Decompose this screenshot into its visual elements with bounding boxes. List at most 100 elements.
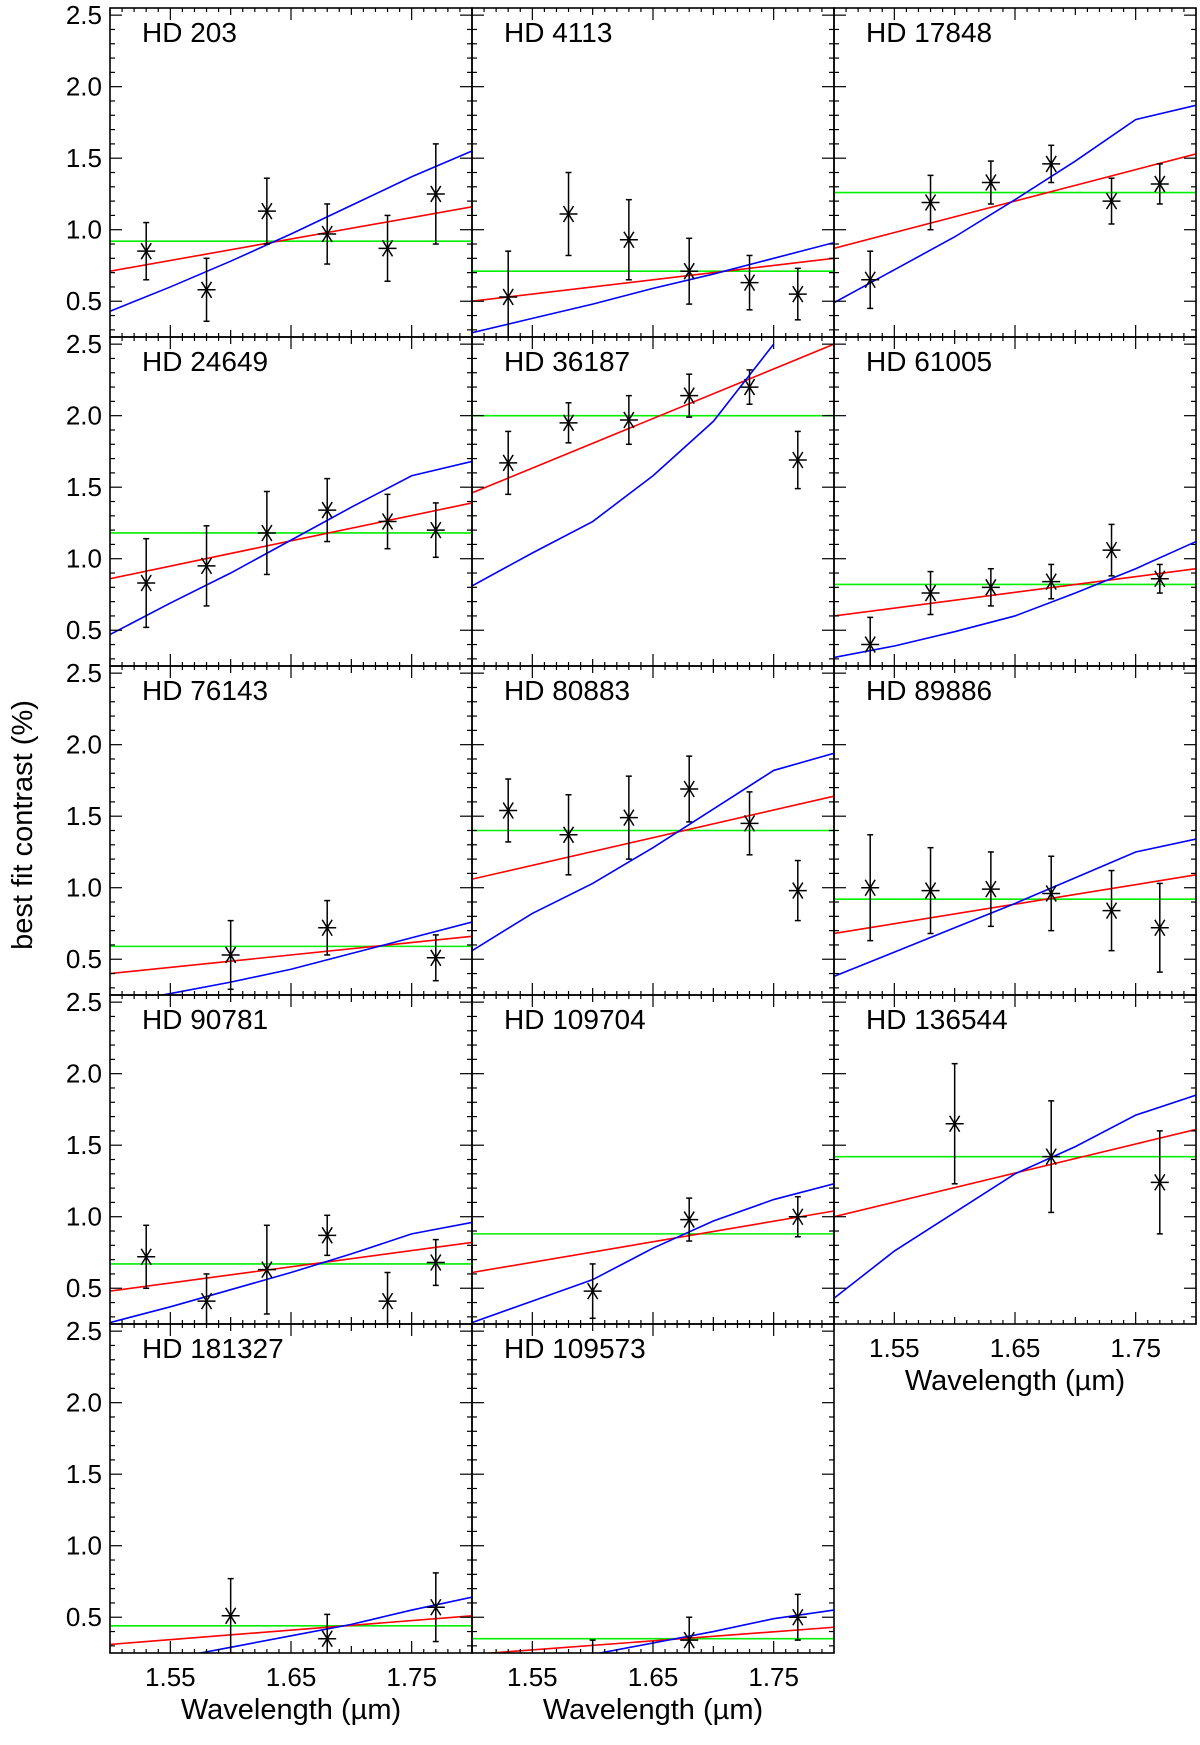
panel-6: HD 76143 0.5 1.0 1.5 2.0 2.5 <box>66 658 473 996</box>
data-point <box>740 791 759 856</box>
data-point <box>318 203 337 265</box>
x-tick-label: 1.75 <box>386 1662 437 1692</box>
x-tick-label: 1.55 <box>869 1333 920 1363</box>
x-tick-label: 1.65 <box>990 1333 1041 1363</box>
data-point <box>680 1197 699 1242</box>
panel-ticks <box>109 337 473 666</box>
data-point <box>921 570 940 616</box>
asterisk-stroke <box>924 194 937 211</box>
red-fit-line <box>110 206 472 272</box>
panel-title: HD 76143 <box>142 675 268 706</box>
asterisk-stroke <box>321 1226 333 1244</box>
asterisk-stroke <box>864 879 876 897</box>
data-point <box>861 250 880 310</box>
y-tick-label: 0.5 <box>66 944 102 974</box>
panel-plot-area <box>110 460 472 636</box>
data-point <box>788 1593 807 1641</box>
asterisk-stroke <box>225 1607 237 1625</box>
data-point <box>559 402 578 444</box>
panel-frame <box>833 665 1197 996</box>
data-point <box>619 198 638 281</box>
panel-5: HD 61005 <box>833 336 1197 667</box>
asterisk-stroke <box>587 1282 599 1300</box>
panel-plot-area <box>110 1572 472 1653</box>
asterisk-stroke <box>985 880 997 898</box>
panel-plot-area <box>472 171 834 337</box>
panel-title: HD 36187 <box>504 346 630 377</box>
panel-ticks <box>471 1324 835 1653</box>
asterisk-stroke <box>200 557 213 575</box>
data-point <box>583 1263 602 1320</box>
asterisk-stroke <box>1105 541 1118 559</box>
asterisk-stroke <box>200 281 213 299</box>
panel-7: HD 80883 <box>471 665 835 996</box>
y-tick-label: 2.5 <box>66 987 102 1017</box>
asterisk-stroke <box>261 524 273 542</box>
panel-frame <box>833 7 1197 338</box>
asterisk-stroke <box>225 946 237 964</box>
x-tick-label: 1.75 <box>748 1662 799 1692</box>
asterisk-stroke <box>864 636 876 653</box>
asterisk-stroke <box>430 521 442 539</box>
data-point <box>1042 144 1061 184</box>
data-point <box>981 851 1000 928</box>
panel-plot-area <box>472 752 834 952</box>
panel-ticks <box>471 995 835 1324</box>
asterisk-stroke <box>949 1115 961 1133</box>
red-fit-line <box>472 795 834 880</box>
asterisk-stroke <box>261 1261 273 1279</box>
data-point <box>619 394 638 446</box>
y-tick-label: 1.5 <box>66 1130 102 1160</box>
asterisk-stroke <box>683 1631 695 1649</box>
y-tick-label: 0.5 <box>66 1273 102 1303</box>
asterisk-stroke <box>140 1248 152 1266</box>
panel-frame <box>109 336 473 667</box>
asterisk-stroke <box>381 1292 394 1310</box>
data-point <box>740 254 759 311</box>
panel-grid: HD 203 0.5 1.0 1.5 2.0 2.5 HD 4113 HD 17848 HD 2… <box>66 0 1197 1726</box>
panel-ticks <box>471 337 835 666</box>
data-point <box>921 846 940 935</box>
red-fit-line <box>110 1615 472 1646</box>
panel-ticks <box>833 8 1197 337</box>
panel-plot-area <box>834 523 1196 666</box>
data-point <box>221 1577 240 1653</box>
data-point <box>788 267 807 321</box>
panel-ticks <box>833 337 1197 666</box>
data-point <box>499 778 518 843</box>
panel-plot-area <box>834 1062 1196 1299</box>
asterisk-stroke <box>1105 902 1118 920</box>
panel-title: HD 136544 <box>866 1004 1008 1035</box>
asterisk-stroke <box>321 225 333 243</box>
y-tick-label: 2.0 <box>66 1059 102 1089</box>
panel-title: HD 90781 <box>142 1004 268 1035</box>
data-point <box>1150 163 1169 205</box>
data-point <box>257 490 276 576</box>
asterisk-stroke <box>683 780 695 798</box>
data-point <box>680 373 699 418</box>
asterisk-stroke <box>864 271 876 289</box>
blue-fit-line <box>110 150 472 312</box>
data-point <box>137 221 156 281</box>
data-point <box>680 237 699 305</box>
asterisk-stroke <box>683 387 695 405</box>
data-point <box>788 1195 807 1238</box>
data-point <box>1150 882 1169 973</box>
asterisk-stroke <box>623 231 635 249</box>
asterisk-stroke <box>430 949 442 967</box>
panel-12: HD 181327 0.5 1.0 1.5 2.0 2.5 1.55 1.65 1.75Wave… <box>66 1316 473 1726</box>
y-tick-label: 1.0 <box>66 544 102 574</box>
panel-title: HD 203 <box>142 17 237 48</box>
panel-frame <box>471 994 835 1325</box>
asterisk-stroke <box>502 454 514 472</box>
asterisk-stroke <box>1045 155 1057 173</box>
data-point <box>197 1273 216 1324</box>
panel-1: HD 4113 <box>471 7 835 338</box>
asterisk-stroke <box>1045 573 1057 591</box>
y-tick-label: 1.5 <box>66 1459 102 1489</box>
asterisk-stroke <box>261 202 273 220</box>
blue-fit-line <box>834 1094 1196 1299</box>
blue-fit-line <box>110 1221 472 1324</box>
asterisk-stroke <box>200 1292 213 1310</box>
